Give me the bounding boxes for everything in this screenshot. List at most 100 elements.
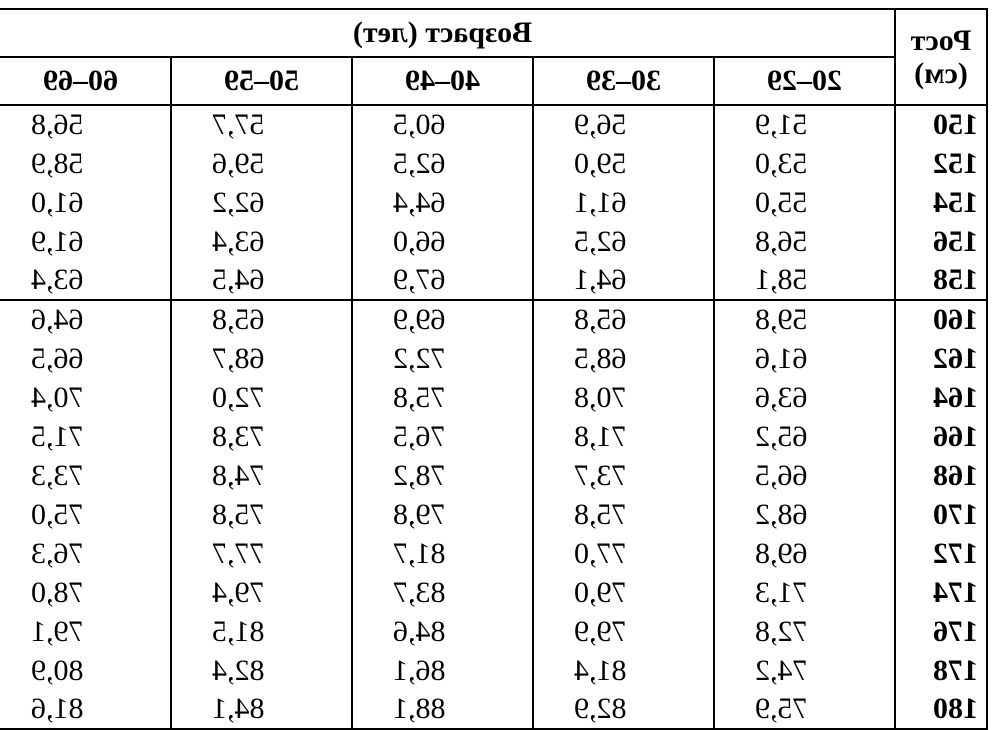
value-cell: 59,6 [171,144,352,183]
value-cell: 69,8 [714,534,895,573]
age-col-3: 50–59 [171,57,352,105]
value-cell: 57,7 [171,105,352,144]
value-cell: 71,3 [714,573,895,612]
value-cell: 75,0 [0,495,171,534]
table-row: 16665,271,876,573,871,5 [0,417,987,456]
value-cell: 74,8 [171,456,352,495]
value-cell: 66,5 [0,339,171,378]
table-row: 15455,061,164,462,261,0 [0,183,987,222]
value-cell: 75,8 [171,495,352,534]
value-cell: 76,3 [0,534,171,573]
value-cell: 58,9 [0,144,171,183]
value-cell: 68,2 [714,495,895,534]
table-row: 17068,275,879,875,875,0 [0,495,987,534]
rost-cell: 174 [895,573,987,612]
header-rost: Рост (см) [895,9,987,105]
value-cell: 76,5 [352,417,533,456]
value-cell: 63,4 [171,222,352,261]
value-cell: 78,0 [0,573,171,612]
table-row: 16059,865,869,965,864,6 [0,300,987,339]
header-age: Возраст (лет) [0,9,895,57]
rost-cell: 178 [895,651,987,690]
value-cell: 64,4 [352,183,533,222]
rost-cell: 164 [895,378,987,417]
rost-cell: 168 [895,456,987,495]
rost-cell: 156 [895,222,987,261]
value-cell: 62,5 [533,222,714,261]
value-cell: 77,7 [171,534,352,573]
value-cell: 60,5 [352,105,533,144]
value-cell: 66,0 [352,222,533,261]
value-cell: 75,8 [352,378,533,417]
value-cell: 79,0 [533,573,714,612]
table-row: 17672,879,984,681,579,1 [0,612,987,651]
value-cell: 61,1 [533,183,714,222]
value-cell: 62,2 [171,183,352,222]
rost-cell: 150 [895,105,987,144]
rost-cell: 180 [895,690,987,729]
rost-cell: 152 [895,144,987,183]
header-rost-line2: (см) [914,57,968,90]
value-cell: 61,0 [0,183,171,222]
value-cell: 55,0 [714,183,895,222]
value-cell: 86,1 [352,651,533,690]
table-row: 15051,956,960,557,756,8 [0,105,987,144]
rost-cell: 160 [895,300,987,339]
value-cell: 75,8 [533,495,714,534]
value-cell: 65,8 [171,300,352,339]
value-cell: 73,8 [171,417,352,456]
value-cell: 64,6 [0,300,171,339]
value-cell: 67,9 [352,261,533,300]
table-row: 16463,670,875,872,070,4 [0,378,987,417]
age-col-0: 20–29 [714,57,895,105]
value-cell: 88,1 [352,690,533,729]
table-row: 16261,668,572,268,766,5 [0,339,987,378]
value-cell: 56,9 [533,105,714,144]
rost-cell: 172 [895,534,987,573]
value-cell: 82,4 [171,651,352,690]
table-row: 15253,059,062,559,658,9 [0,144,987,183]
table-row: 15656,862,566,063,461,9 [0,222,987,261]
value-cell: 58,1 [714,261,895,300]
value-cell: 56,8 [714,222,895,261]
age-col-2: 40–49 [352,57,533,105]
table-row: 17874,281,486,182,480,9 [0,651,987,690]
value-cell: 61,9 [0,222,171,261]
rost-cell: 154 [895,183,987,222]
rost-cell: 166 [895,417,987,456]
table-row: 17471,379,083,779,478,0 [0,573,987,612]
value-cell: 83,7 [352,573,533,612]
value-cell: 77,0 [533,534,714,573]
rost-cell: 176 [895,612,987,651]
value-cell: 64,5 [171,261,352,300]
value-cell: 81,6 [0,690,171,729]
rost-cell: 158 [895,261,987,300]
value-cell: 78,2 [352,456,533,495]
value-cell: 81,5 [171,612,352,651]
table-row: 17269,877,081,777,776,3 [0,534,987,573]
value-cell: 53,0 [714,144,895,183]
value-cell: 63,4 [0,261,171,300]
header-rost-line1: Рост [911,24,972,57]
value-cell: 80,9 [0,651,171,690]
table-row: 15858,164,167,964,563,4 [0,261,987,300]
weight-by-height-age-table: Рост (см) Возраст (лет) 20–29 30–39 40–4… [0,8,988,730]
value-cell: 82,9 [533,690,714,729]
value-cell: 68,5 [533,339,714,378]
value-cell: 74,2 [714,651,895,690]
age-col-4: 60–69 [0,57,171,105]
value-cell: 68,7 [171,339,352,378]
value-cell: 59,8 [714,300,895,339]
value-cell: 66,5 [714,456,895,495]
rost-cell: 170 [895,495,987,534]
value-cell: 71,8 [533,417,714,456]
age-col-1: 30–39 [533,57,714,105]
value-cell: 73,3 [0,456,171,495]
value-cell: 59,0 [533,144,714,183]
value-cell: 51,9 [714,105,895,144]
table-row: 16866,573,778,274,873,3 [0,456,987,495]
value-cell: 73,7 [533,456,714,495]
value-cell: 72,2 [352,339,533,378]
value-cell: 70,8 [533,378,714,417]
table-row: 18075,982,988,184,181,6 [0,690,987,729]
